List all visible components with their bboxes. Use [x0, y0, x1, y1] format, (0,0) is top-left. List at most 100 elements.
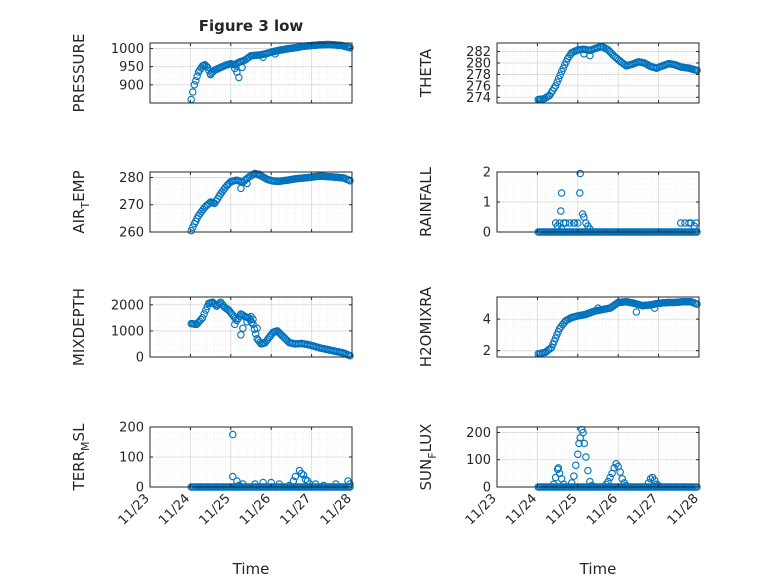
y-tick-label: 200 [466, 426, 491, 441]
x-tick-label: 11/24 [156, 491, 193, 528]
data-point [610, 464, 618, 472]
data-point [201, 61, 209, 69]
subplot-air-temp: 260 270 280 AIRTEMP [70, 169, 354, 241]
y-tick-label: 900 [119, 78, 144, 93]
x-tick-label: 11/25 [197, 491, 234, 528]
y-axis-label-subscript: T [79, 202, 92, 210]
data-point [243, 318, 251, 326]
data-point [259, 478, 267, 487]
y-tick-label: 950 [119, 60, 144, 75]
y-axis-label-tail: SL [70, 423, 88, 442]
data-point [644, 479, 653, 487]
y-axis-label-subscript: M [79, 441, 92, 451]
y-axis-label-main: THETA [417, 48, 435, 98]
data-point [574, 450, 582, 459]
data-point [192, 76, 200, 85]
data-point [570, 472, 578, 480]
data-point [289, 477, 298, 485]
data-point [206, 70, 215, 79]
y-axis-label-tail: LUX [417, 424, 435, 453]
data-point [238, 63, 246, 72]
data-point [271, 50, 279, 58]
y-axis-label: THETA [417, 48, 435, 98]
y-tick-label: 1000 [111, 324, 144, 339]
data-point [646, 475, 655, 483]
data-point [559, 64, 567, 73]
data-point [203, 63, 212, 72]
y-axis-label-subscript: F [426, 452, 439, 458]
data-point [579, 428, 587, 437]
data-point [193, 72, 201, 81]
y-axis-label-tail: EMP [70, 170, 88, 201]
data-point [253, 324, 261, 333]
axes-box [149, 296, 353, 358]
y-axis-label-main: AIR [70, 209, 88, 234]
y-tick-label: 100 [119, 451, 144, 466]
y-axis-label-main: SUN [417, 459, 435, 491]
data-point [231, 64, 239, 73]
data-point [588, 481, 596, 490]
data-point [650, 476, 659, 484]
data-point [200, 310, 208, 318]
data-point [319, 481, 328, 490]
data-point [255, 170, 263, 178]
y-tick-label: 270 [119, 198, 144, 213]
y-axis-label: PRESSURE [70, 34, 88, 113]
data-point [565, 219, 574, 227]
subplot-mixdepth: 0 1000 2000 MIXDEPTH [70, 288, 354, 366]
data-point [553, 78, 561, 86]
axes-box [149, 171, 353, 233]
data-point [243, 179, 251, 188]
axes-box [496, 42, 700, 104]
data-point [346, 43, 354, 52]
figure-title: Figure 3 low [199, 17, 304, 35]
data-point [576, 169, 584, 178]
x-axis-label: Time [232, 560, 270, 578]
y-tick-label: 1000 [111, 42, 144, 57]
data-point [556, 71, 564, 80]
data-point [693, 300, 701, 308]
x-tick-label: 11/23 [116, 491, 153, 528]
x-tick-label: 11/25 [544, 491, 581, 528]
data-point [580, 439, 589, 448]
y-tick-label: 0 [136, 481, 144, 496]
y-axis-label: TERRMSL [70, 423, 92, 492]
subplot-h2omixra: 2 4 H2OMIXRA [417, 286, 701, 367]
data-point [622, 481, 631, 490]
data-point [189, 223, 197, 231]
data-point [554, 464, 563, 472]
data-point [616, 468, 624, 476]
x-tick-label: 11/26 [237, 491, 274, 528]
subplot-rainfall: 0 1 2 RAINFALL [417, 166, 701, 241]
y-axis-label-main: MIXDEPTH [70, 288, 88, 366]
data-point [575, 439, 583, 448]
y-tick-label: 282 [466, 45, 491, 60]
axes-box [496, 296, 700, 358]
axes-box [496, 426, 700, 488]
data-point [551, 82, 560, 90]
y-tick-label: 2 [483, 166, 491, 181]
data-point [197, 315, 205, 324]
data-point [249, 315, 257, 323]
y-axis-label: SUNFLUX [417, 424, 439, 491]
y-tick-label: 260 [119, 226, 144, 241]
y-tick-label: 2 [483, 344, 491, 359]
data-point [632, 308, 641, 316]
data-point [594, 304, 602, 312]
y-axis-label-main: H2OMIXRA [417, 286, 435, 367]
x-tick-label: 11/24 [503, 491, 540, 528]
y-axis-label-main: TERR [70, 451, 88, 492]
y-axis-label: MIXDEPTH [70, 288, 88, 366]
subplot-sun-flux: 0 100 200 SUNFLUX 11/23 11/24 11/25 11/26 11/27 1… [417, 424, 702, 578]
data-point [574, 219, 582, 227]
data-point [582, 453, 590, 461]
data-point [567, 479, 576, 487]
data-point [189, 88, 197, 96]
data-point [557, 207, 565, 215]
data-point [561, 219, 570, 227]
data-point [551, 334, 560, 342]
data-point [233, 68, 241, 76]
x-tick-label: 11/23 [463, 491, 500, 528]
